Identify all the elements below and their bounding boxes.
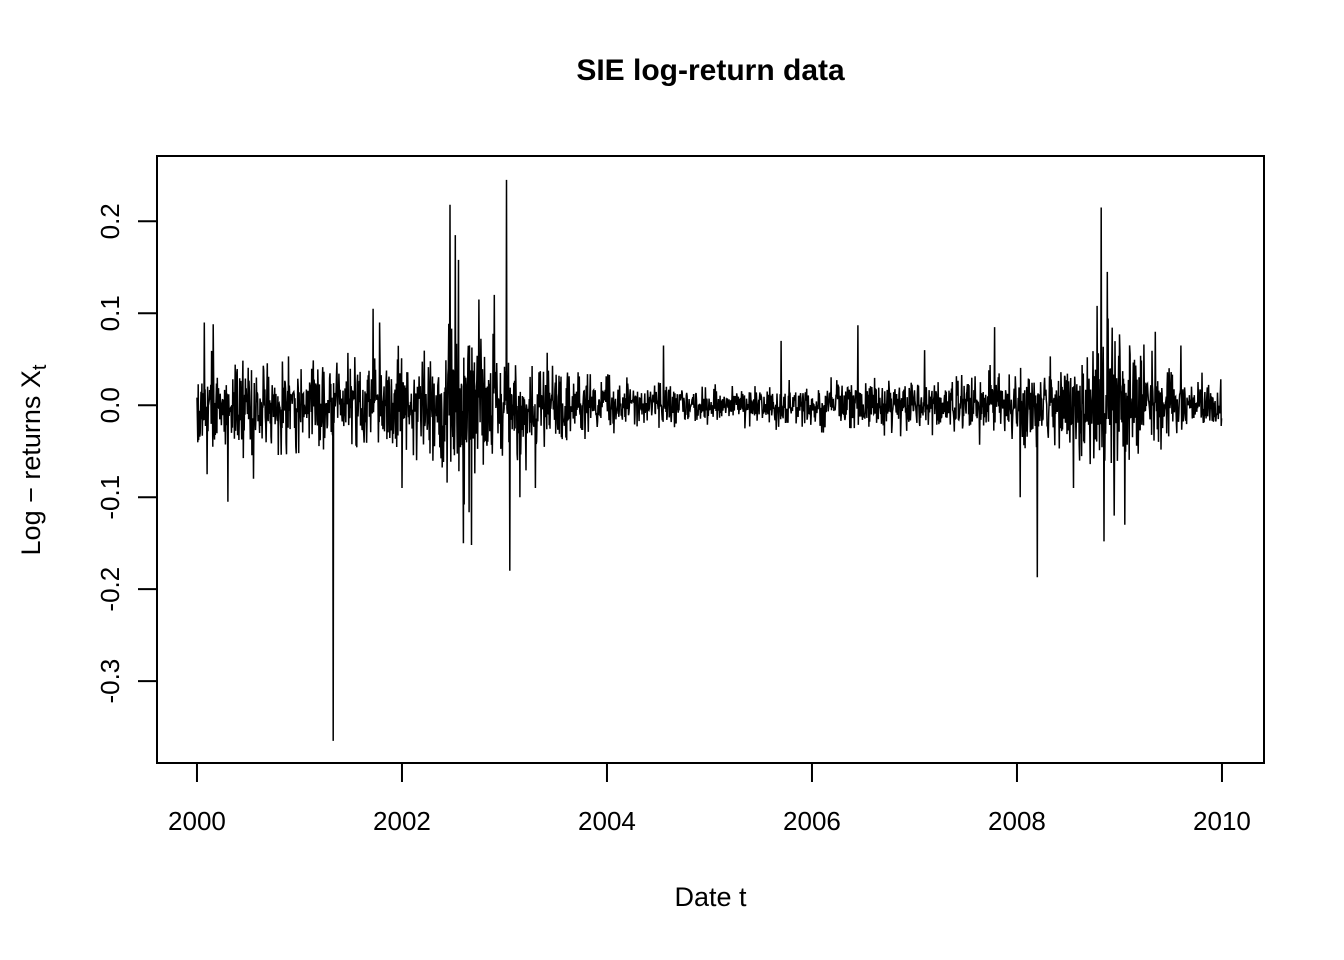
series-line	[196, 179, 1223, 741]
x-axis-label: Date t	[674, 882, 747, 912]
plot-box	[156, 155, 1265, 764]
y-tick-label: -0.2	[95, 567, 125, 612]
chart-title: SIE log-return data	[576, 54, 845, 87]
x-tick-label: 2004	[578, 806, 636, 836]
x-tick-label: 2006	[783, 806, 841, 836]
y-tick-label: 0.2	[95, 203, 125, 239]
y-tick-label: 0.1	[95, 295, 125, 331]
y-tick-label: 0.0	[95, 387, 125, 423]
x-tick-label: 2010	[1193, 806, 1251, 836]
x-tick-label: 2002	[373, 806, 431, 836]
y-tick-label: -0.3	[95, 659, 125, 704]
x-tick-label: 2000	[168, 806, 226, 836]
x-tick-label: 2008	[988, 806, 1046, 836]
y-tick-label: -0.1	[95, 475, 125, 520]
